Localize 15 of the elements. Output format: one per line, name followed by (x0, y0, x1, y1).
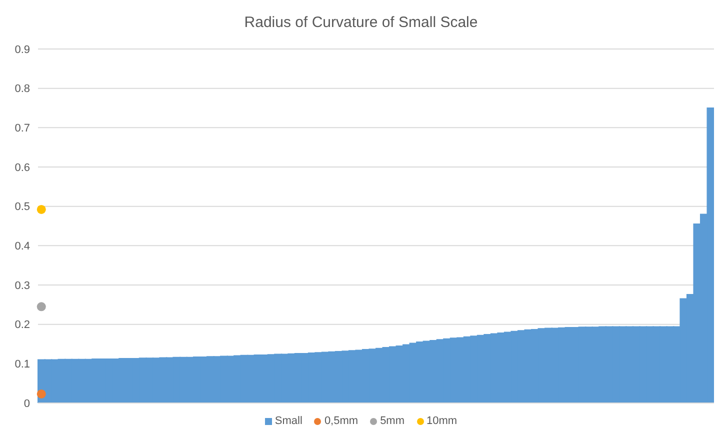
legend-label: Small (274, 415, 302, 427)
y-tick-label: 0.6 (14, 162, 30, 174)
y-tick-label: 0.2 (14, 319, 30, 332)
y-tick-label: 0.9 (14, 44, 30, 56)
y-tick-label: 0.3 (14, 280, 30, 292)
y-tick-label: 0.1 (14, 358, 30, 371)
y-tick-label: 0 (24, 398, 30, 410)
legend-label: 5mm (379, 415, 405, 427)
chart-title: Radius of Curvature of Small Scale (243, 13, 479, 32)
y-tick-label: 0.8 (14, 83, 30, 96)
y-tick-label: 0.5 (14, 201, 30, 214)
legend-label: 10mm (426, 415, 458, 427)
y-tick-label: 0.7 (14, 122, 30, 135)
legend-label: 0,5mm (323, 415, 358, 427)
y-tick-label: 0.4 (14, 240, 30, 253)
